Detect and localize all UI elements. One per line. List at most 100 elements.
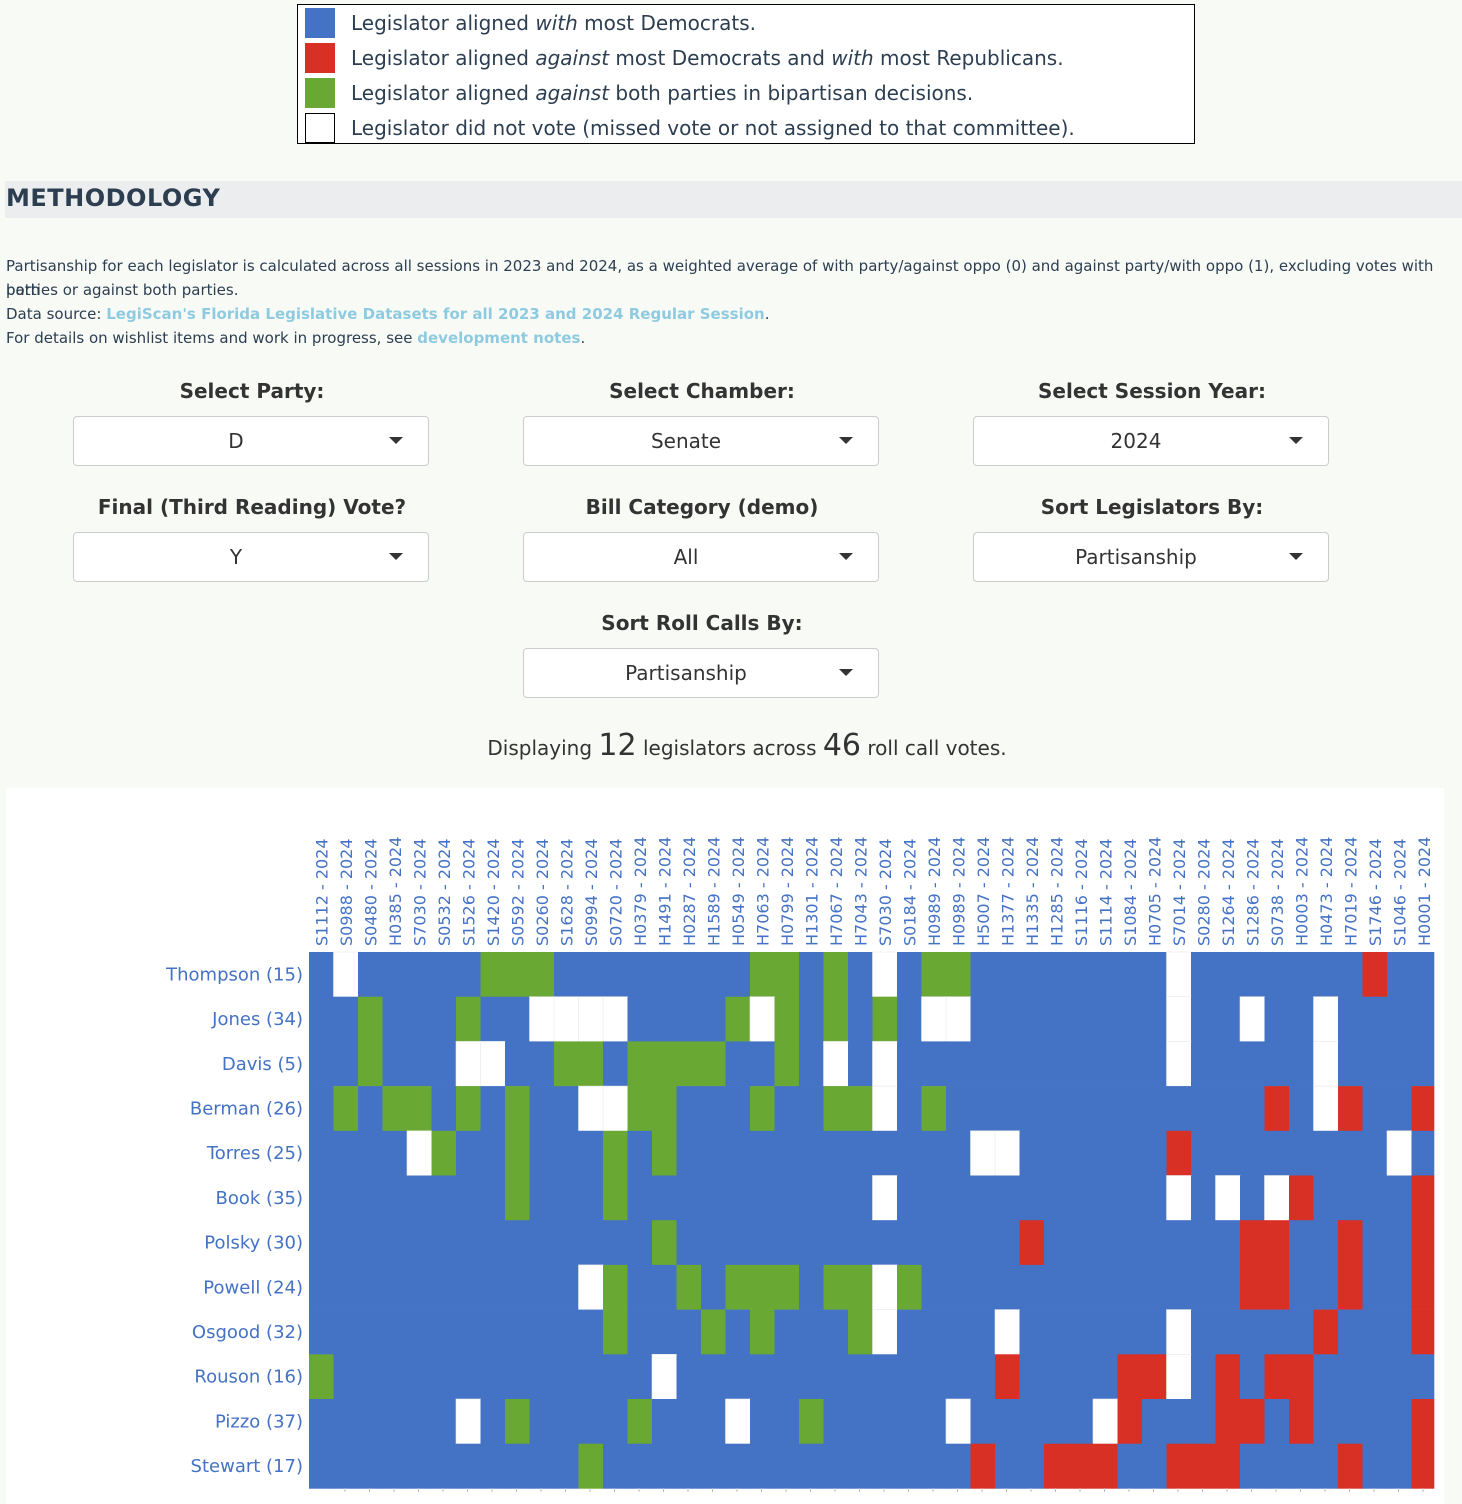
heatmap-cell[interactable]	[1362, 1264, 1388, 1310]
heatmap-cell[interactable]	[456, 996, 481, 1042]
heatmap-cell[interactable]	[1264, 952, 1290, 997]
heatmap-cell[interactable]	[897, 1130, 922, 1176]
heatmap-cell[interactable]	[578, 1175, 604, 1221]
heatmap-cell[interactable]	[1166, 1399, 1192, 1444]
heatmap-cell[interactable]	[1019, 1443, 1045, 1489]
heatmap-cell[interactable]	[897, 952, 922, 997]
heatmap-cell[interactable]	[1068, 1354, 1094, 1400]
heatmap-cell[interactable]	[970, 1309, 996, 1355]
heatmap-cell[interactable]	[872, 1309, 898, 1355]
heatmap-cell[interactable]	[1166, 1130, 1192, 1176]
heatmap-cell[interactable]	[627, 1175, 653, 1221]
heatmap-cell[interactable]	[431, 1309, 457, 1355]
heatmap-cell[interactable]	[970, 1220, 996, 1266]
heatmap-cell[interactable]	[750, 1086, 775, 1132]
heatmap-cell[interactable]	[1117, 1264, 1143, 1310]
heatmap-cell[interactable]	[1264, 1399, 1290, 1444]
heatmap-cell[interactable]	[921, 1354, 947, 1400]
heatmap-cell[interactable]	[701, 1399, 726, 1444]
heatmap-cell[interactable]	[1166, 1443, 1192, 1489]
heatmap-cell[interactable]	[1313, 1443, 1339, 1489]
heatmap-cell[interactable]	[1240, 1175, 1265, 1221]
heatmap-cell[interactable]	[1387, 1220, 1412, 1266]
heatmap-cell[interactable]	[1313, 1175, 1339, 1221]
heatmap-cell[interactable]	[407, 1041, 432, 1087]
heatmap-cell[interactable]	[1191, 952, 1216, 997]
heatmap-cell[interactable]	[309, 1130, 334, 1176]
heatmap-cell[interactable]	[1215, 996, 1241, 1042]
heatmap-cell[interactable]	[823, 1399, 849, 1444]
heatmap-cell[interactable]	[627, 1220, 653, 1266]
heatmap-cell[interactable]	[970, 1399, 996, 1444]
heatmap-cell[interactable]	[480, 1041, 506, 1087]
heatmap-cell[interactable]	[652, 952, 677, 997]
heatmap-cell[interactable]	[676, 1443, 702, 1489]
heatmap-cell[interactable]	[1044, 1175, 1069, 1221]
heatmap-cell[interactable]	[701, 1354, 726, 1400]
heatmap-cell[interactable]	[1264, 996, 1290, 1042]
heatmap-cell[interactable]	[1411, 1086, 1435, 1132]
heatmap-cell[interactable]	[1019, 1309, 1045, 1355]
heatmap-cell[interactable]	[1068, 1175, 1094, 1221]
heatmap-cell[interactable]	[1117, 1399, 1143, 1444]
heatmap-cell[interactable]	[505, 1041, 530, 1087]
heatmap-cell[interactable]	[578, 1041, 604, 1087]
chamber-dropdown[interactable]: Senate	[523, 416, 879, 466]
heatmap-cell[interactable]	[946, 1130, 971, 1176]
heatmap-cell[interactable]	[1142, 1086, 1167, 1132]
heatmap-cell[interactable]	[407, 1399, 432, 1444]
heatmap-cell[interactable]	[1142, 1354, 1167, 1400]
heatmap-cell[interactable]	[652, 1309, 677, 1355]
heatmap-cell[interactable]	[529, 1264, 555, 1310]
heatmap-cell[interactable]	[1142, 1220, 1167, 1266]
heatmap-cell[interactable]	[872, 1443, 898, 1489]
heatmap-cell[interactable]	[1313, 1399, 1339, 1444]
heatmap-cell[interactable]	[554, 1354, 579, 1400]
heatmap-cell[interactable]	[1362, 1041, 1388, 1087]
heatmap-cell[interactable]	[1313, 1220, 1339, 1266]
heatmap-cell[interactable]	[1264, 1175, 1290, 1221]
heatmap-cell[interactable]	[455, 1041, 482, 1087]
heatmap-cell[interactable]	[701, 1220, 726, 1266]
heatmap-cell[interactable]	[456, 952, 481, 997]
heatmap-cell[interactable]	[1289, 1309, 1314, 1355]
heatmap-cell[interactable]	[774, 1130, 800, 1176]
heatmap-cell[interactable]	[505, 1399, 530, 1444]
heatmap-cell[interactable]	[676, 1086, 702, 1132]
heatmap-cell[interactable]	[1191, 1220, 1216, 1266]
heatmap-cell[interactable]	[1264, 1220, 1290, 1266]
heatmap-cell[interactable]	[823, 1086, 849, 1132]
heatmap-cell[interactable]	[480, 1130, 506, 1176]
heatmap-cell[interactable]	[1191, 1086, 1216, 1132]
heatmap-cell[interactable]	[799, 952, 824, 997]
heatmap-cell[interactable]	[774, 1175, 800, 1221]
heatmap-cell[interactable]	[554, 1086, 579, 1132]
heatmap-cell[interactable]	[309, 952, 334, 997]
heatmap-cell[interactable]	[1117, 1220, 1143, 1266]
heatmap-cell[interactable]	[676, 1220, 702, 1266]
heatmap-cell[interactable]	[529, 1220, 555, 1266]
heatmap-cell[interactable]	[1387, 1354, 1412, 1400]
heatmap-cell[interactable]	[946, 1175, 971, 1221]
heatmap-cell[interactable]	[848, 1399, 873, 1444]
heatmap-cell[interactable]	[1068, 1309, 1094, 1355]
heatmap-cell[interactable]	[578, 1264, 604, 1311]
heatmap-cell[interactable]	[1044, 1130, 1069, 1176]
heatmap-cell[interactable]	[774, 1264, 800, 1310]
heatmap-cell[interactable]	[1387, 1443, 1412, 1489]
heatmap-cell[interactable]	[921, 1399, 947, 1444]
heatmap-cell[interactable]	[578, 996, 604, 1043]
heatmap-cell[interactable]	[1191, 1443, 1216, 1489]
heatmap-cell[interactable]	[1264, 1354, 1290, 1400]
heatmap-cell[interactable]	[921, 1086, 947, 1132]
heatmap-cell[interactable]	[407, 1354, 432, 1400]
heatmap-cell[interactable]	[529, 1130, 555, 1176]
chevron-down-icon[interactable]	[839, 553, 853, 560]
heatmap-cell[interactable]	[1215, 1399, 1241, 1444]
heatmap-cell[interactable]	[505, 1086, 530, 1132]
heatmap-cell[interactable]	[676, 952, 702, 997]
heatmap-cell[interactable]	[505, 1354, 530, 1400]
heatmap-cell[interactable]	[627, 1443, 653, 1489]
heatmap-cell[interactable]	[1019, 1175, 1045, 1221]
heatmap-cell[interactable]	[382, 1175, 408, 1221]
